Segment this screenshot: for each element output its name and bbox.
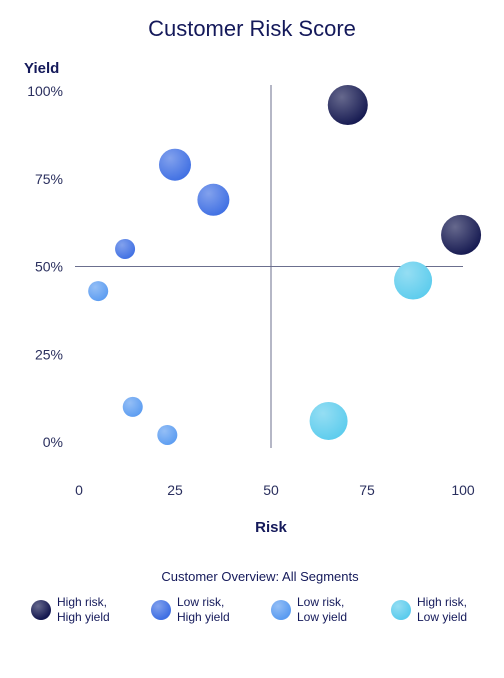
x-tick-label: 50 — [263, 482, 279, 498]
y-tick-label: 0% — [43, 434, 63, 450]
legend-swatch — [31, 600, 51, 620]
data-point-highlight — [115, 238, 136, 259]
x-axis-label: Risk — [255, 519, 287, 536]
y-tick-label: 25% — [35, 346, 63, 362]
scatter-plot: 0% 25% 50% 75% 100% 0 25 50 75 100 Yield Risk — [24, 60, 482, 536]
legend-title: Customer Overview: All Segments — [161, 569, 359, 584]
data-point-highlight — [159, 148, 191, 181]
legend-item: High risk, High yield — [31, 595, 110, 625]
x-tick-label: 25 — [167, 482, 183, 498]
data-point-highlight — [309, 401, 348, 440]
legend-item: Low risk, High yield — [151, 595, 230, 625]
legend-label: Low risk, Low yield — [297, 595, 348, 624]
x-tick-label: 0 — [75, 482, 83, 498]
legend-label: High risk, High yield — [57, 595, 110, 624]
legend-swatch — [271, 600, 291, 620]
legend-label: High risk, Low yield — [417, 595, 468, 624]
x-tick-label: 100 — [451, 482, 475, 498]
legend-item: Low risk, Low yield — [271, 595, 347, 625]
data-point-highlight — [197, 183, 230, 216]
data-point-highlight — [157, 424, 178, 445]
legend-swatch — [391, 600, 411, 620]
data-point-highlight — [88, 281, 109, 302]
x-tick-label: 75 — [359, 482, 375, 498]
data-point-highlight — [394, 261, 433, 300]
legend-label: Low risk, High yield — [177, 595, 230, 624]
y-tick-label: 100% — [27, 83, 63, 99]
chart-title: Customer Risk Score — [148, 16, 356, 41]
data-point-highlight — [441, 214, 482, 255]
y-axis-label: Yield — [24, 60, 59, 77]
legend-item: High risk, Low yield — [391, 595, 467, 625]
legend-swatch — [151, 600, 171, 620]
y-tick-label: 50% — [35, 259, 63, 275]
y-tick-label: 75% — [35, 171, 63, 187]
data-point-highlight — [327, 85, 368, 126]
data-point-highlight — [122, 396, 143, 417]
